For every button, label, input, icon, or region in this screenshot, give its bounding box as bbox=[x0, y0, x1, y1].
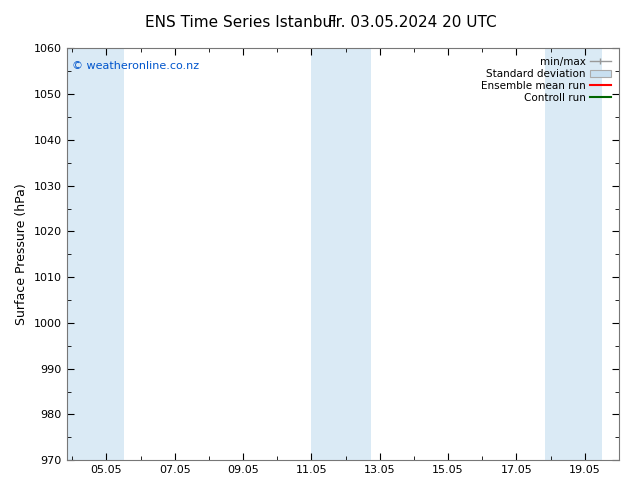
Bar bbox=[89, 49, 124, 460]
Bar bbox=[311, 49, 337, 460]
Legend: min/max, Standard deviation, Ensemble mean run, Controll run: min/max, Standard deviation, Ensemble me… bbox=[478, 53, 614, 106]
Text: © weatheronline.co.nz: © weatheronline.co.nz bbox=[72, 61, 199, 71]
Text: Fr. 03.05.2024 20 UTC: Fr. 03.05.2024 20 UTC bbox=[328, 15, 496, 30]
Bar bbox=[567, 49, 602, 460]
Bar bbox=[545, 49, 567, 460]
Bar bbox=[337, 49, 372, 460]
Bar bbox=[67, 49, 89, 460]
Text: ENS Time Series Istanbul: ENS Time Series Istanbul bbox=[145, 15, 337, 30]
Y-axis label: Surface Pressure (hPa): Surface Pressure (hPa) bbox=[15, 183, 28, 325]
